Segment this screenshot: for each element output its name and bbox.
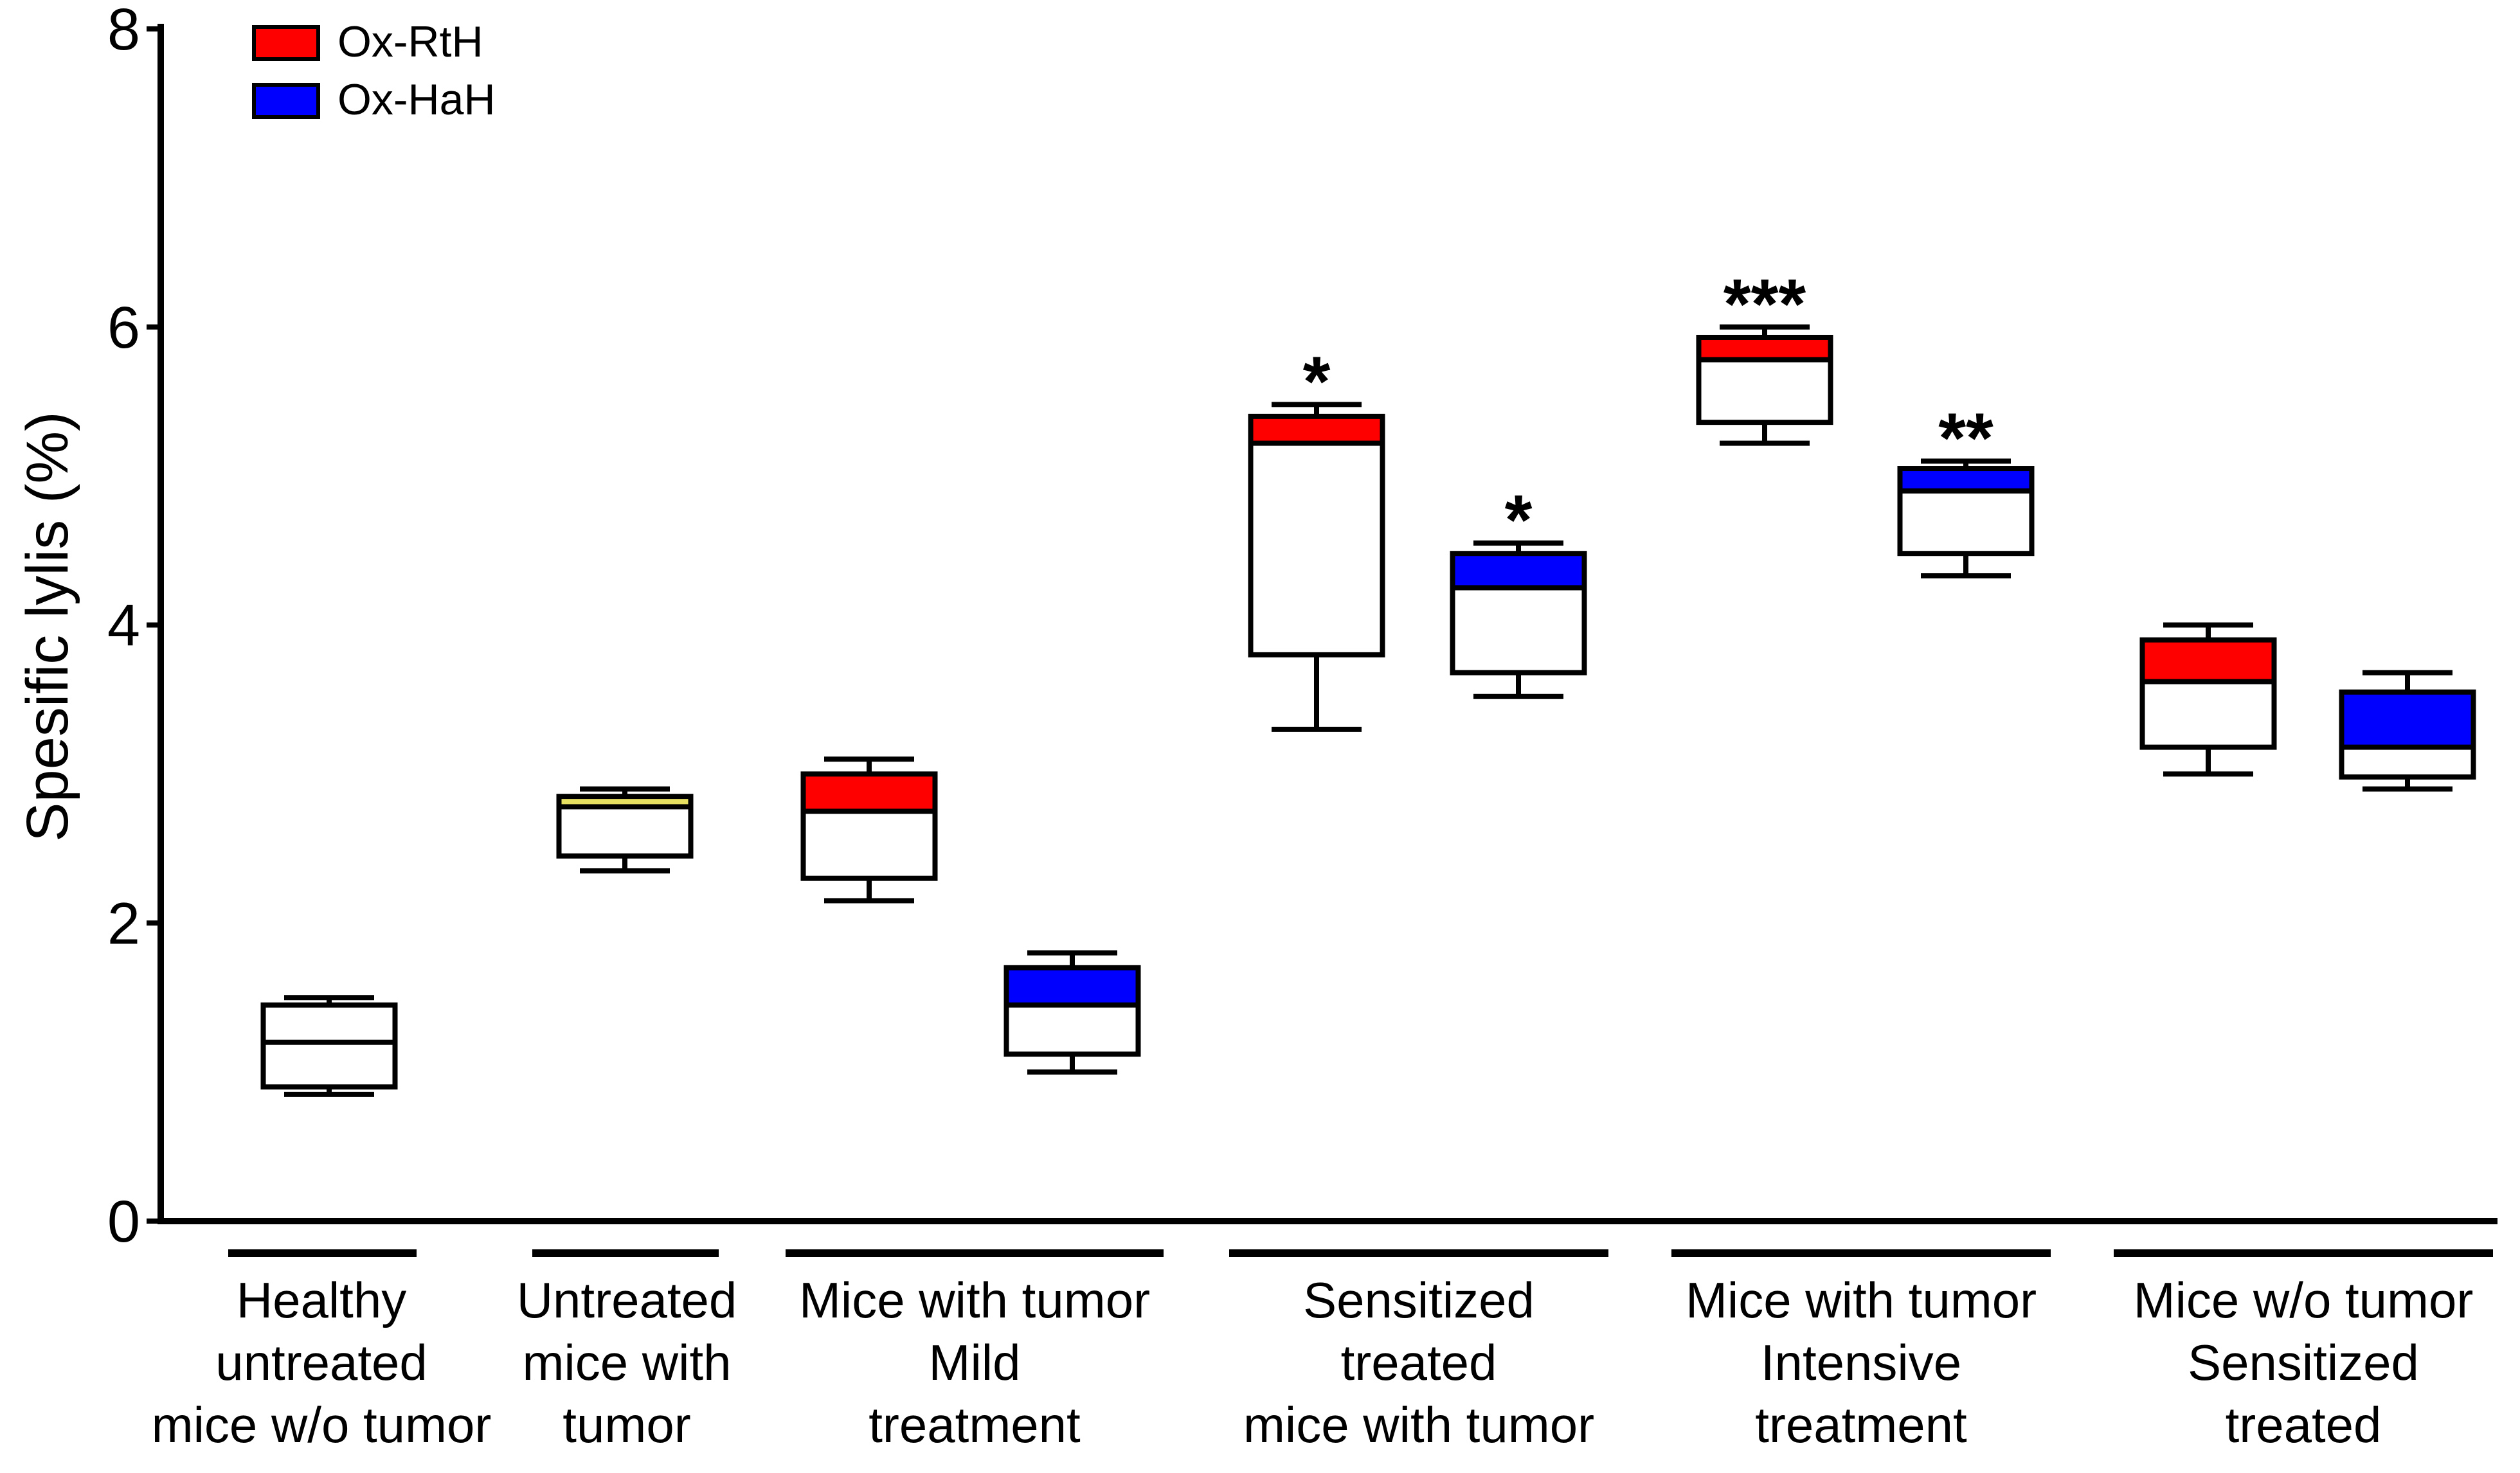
group-label-line: Mice with tumor	[1686, 1272, 2037, 1328]
group-label-line: Untreated	[517, 1272, 737, 1328]
box-outline	[800, 771, 938, 881]
legend-label: Ox-HaH	[338, 75, 496, 124]
axes: 0 2 4 6 8	[107, 0, 2498, 1254]
box-colored-section	[1698, 337, 1831, 360]
box-outline	[1450, 551, 1587, 675]
box-5: *	[1248, 342, 1385, 732]
significance-marker: *	[1303, 342, 1331, 421]
box-8: **	[1897, 398, 2035, 578]
group-label-line: Mild	[928, 1334, 1020, 1391]
group-labels: Healthy untreated mice w/o tumor Untreated m…	[152, 1249, 2493, 1453]
group-label-line: Mice with tumor	[799, 1272, 1150, 1328]
box-colored-section	[559, 796, 691, 807]
group-label-line: treated	[1341, 1334, 1497, 1391]
box-outline	[1248, 413, 1385, 657]
box-6: *	[1450, 481, 1587, 699]
boxes: *******	[260, 265, 2476, 1097]
y-tick-label: 0	[107, 1189, 140, 1254]
box-1	[260, 995, 398, 1097]
group-label-line: untreated	[215, 1334, 428, 1391]
box-4	[1004, 950, 1141, 1075]
significance-marker: *	[1505, 481, 1533, 560]
significance-marker: **	[1938, 398, 1994, 478]
box-colored-section	[1900, 469, 2032, 491]
box-outline	[260, 1002, 398, 1090]
legend-swatch-ox-rth	[252, 25, 320, 61]
y-tick-label: 2	[107, 891, 140, 956]
box-7: ***	[1696, 265, 1833, 446]
y-axis-title: Spesific lylis (%)	[15, 411, 80, 842]
group-label-line: treated	[2226, 1397, 2382, 1453]
legend-swatch-ox-hah	[252, 83, 320, 119]
box-body	[263, 1004, 395, 1087]
box-outline	[1696, 334, 1833, 425]
group-label-line: Mice w/o tumor	[2134, 1272, 2474, 1328]
group-label-line: mice with	[522, 1334, 731, 1391]
group-label-line: Sensitized	[2188, 1334, 2419, 1391]
group-label-line: treatment	[869, 1397, 1081, 1453]
box-colored-section	[1006, 967, 1138, 1005]
group-label-line: mice w/o tumor	[152, 1397, 492, 1453]
group-label-line: treatment	[1755, 1397, 1967, 1453]
y-tick-label: 8	[107, 0, 140, 62]
box-outline	[556, 794, 694, 859]
y-tick-label: 6	[107, 295, 140, 361]
legend-label: Ox-RtH	[338, 17, 483, 66]
significance-marker: ***	[1724, 265, 1806, 344]
group-label-line: Healthy	[237, 1272, 406, 1328]
box-colored-section	[2142, 639, 2274, 682]
box-outline	[1004, 965, 1141, 1057]
box-body	[1250, 416, 1383, 655]
group-label-line: Sensitized	[1303, 1272, 1534, 1328]
y-tick-label: 4	[107, 593, 140, 659]
box-colored-section	[2341, 692, 2474, 747]
box-outline	[2139, 637, 2277, 750]
box-9	[2139, 622, 2277, 777]
box-2	[556, 786, 694, 874]
box-colored-section	[1452, 553, 1585, 588]
legend: Ox-RtH Ox-HaH	[252, 17, 496, 124]
box-3	[800, 756, 938, 904]
box-outline	[1897, 466, 2035, 557]
group-label-line: tumor	[562, 1397, 690, 1453]
box-10	[2339, 670, 2476, 792]
box-colored-section	[1250, 416, 1383, 443]
box-outline	[2339, 689, 2476, 780]
group-label-line: Intensive	[1761, 1334, 1961, 1391]
box-colored-section	[803, 774, 935, 812]
group-label-line: mice with tumor	[1243, 1397, 1594, 1453]
